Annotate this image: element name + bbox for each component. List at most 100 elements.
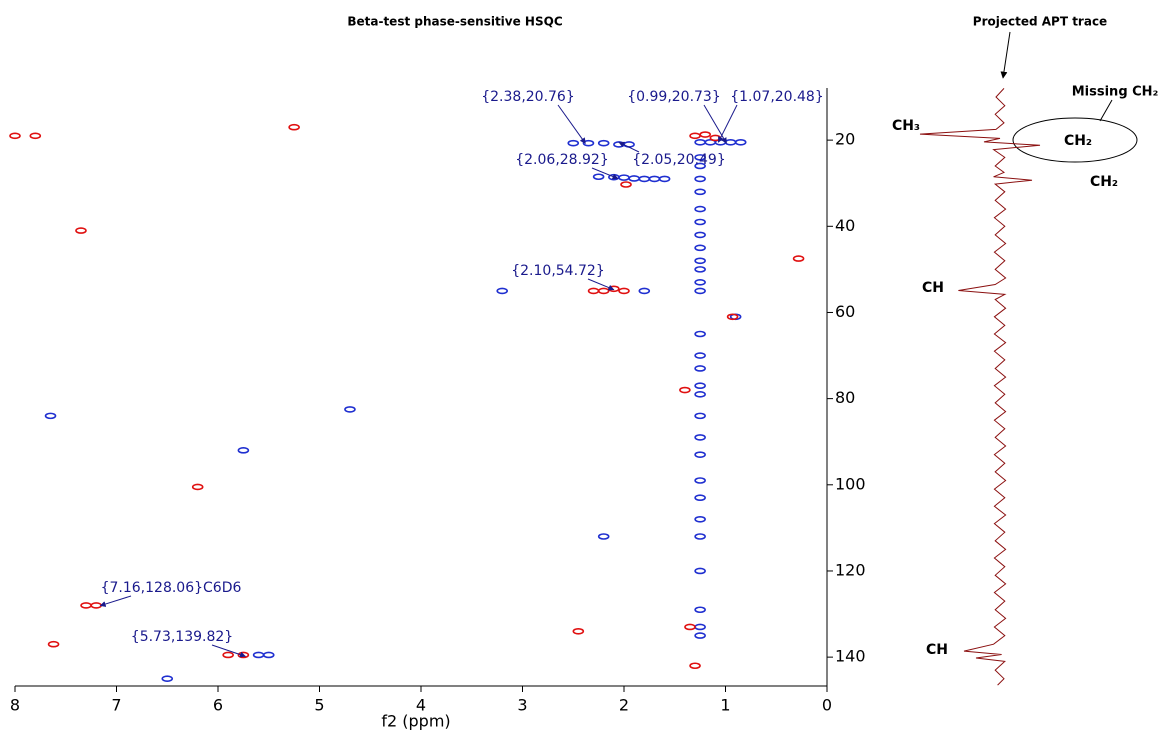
chart-title: Beta-test phase-sensitive HSQC bbox=[347, 15, 562, 29]
contour-peak bbox=[592, 173, 605, 181]
annotation-label: {2.38,20.76} bbox=[481, 89, 575, 105]
contour-peak bbox=[620, 181, 632, 188]
contour-peak bbox=[597, 287, 610, 295]
contour-peak bbox=[694, 175, 706, 183]
contour-peak bbox=[694, 287, 706, 295]
contour-peak bbox=[694, 567, 706, 575]
contour-peak bbox=[237, 447, 250, 454]
contour-peak bbox=[694, 162, 706, 170]
contour-peak bbox=[694, 434, 706, 441]
annotation-arrow bbox=[717, 104, 738, 143]
contour-peak bbox=[694, 391, 706, 398]
contour-peak bbox=[689, 132, 701, 140]
contour-peak bbox=[709, 134, 722, 142]
contour-peak bbox=[694, 154, 706, 161]
y-tick-label: 40 bbox=[835, 216, 855, 235]
contour-peak bbox=[792, 255, 805, 262]
annotation-label: {1.07,20.48} bbox=[730, 89, 824, 105]
x-tick-label: 6 bbox=[213, 696, 223, 715]
contour-peak bbox=[699, 131, 712, 138]
contour-peak bbox=[44, 412, 57, 420]
contour-peak bbox=[694, 188, 706, 196]
peak-label: CH bbox=[926, 642, 948, 658]
contour-peak bbox=[262, 651, 275, 659]
contour-peak bbox=[694, 352, 706, 359]
contour-peak bbox=[9, 132, 21, 140]
contour-peak bbox=[694, 244, 706, 252]
contour-peak bbox=[597, 533, 610, 540]
y-tick-label: 100 bbox=[835, 474, 866, 493]
contour-peak bbox=[694, 205, 706, 213]
x-tick-label: 0 bbox=[822, 696, 832, 715]
peak-label: CH₃ bbox=[892, 118, 920, 134]
annotation-label: {5.73,139.82} bbox=[131, 629, 233, 645]
contour-peak bbox=[638, 287, 651, 295]
x-tick-label: 2 bbox=[619, 696, 629, 715]
apt-trace bbox=[919, 88, 1041, 686]
y-tick-label: 140 bbox=[835, 647, 866, 666]
x-tick-label: 8 bbox=[10, 696, 20, 715]
contour-peak bbox=[694, 257, 706, 265]
missing-label: Missing CH₂ bbox=[1072, 85, 1159, 100]
annotation-label: {2.10,54.72} bbox=[511, 263, 605, 279]
contour-peak bbox=[623, 141, 635, 148]
y-tick-label: 60 bbox=[835, 302, 855, 321]
annotation-arrow bbox=[591, 167, 619, 180]
contour-peak bbox=[75, 227, 87, 234]
contour-peak bbox=[679, 386, 691, 394]
contour-peak bbox=[694, 365, 706, 372]
contour-peak bbox=[288, 123, 300, 131]
contour-peak bbox=[567, 139, 580, 147]
contour-peak bbox=[587, 287, 600, 295]
x-tick-label: 7 bbox=[111, 696, 121, 715]
annotation-label: {2.06,28.92} bbox=[515, 152, 609, 168]
annotation-arrow bbox=[211, 644, 246, 658]
contour-peak bbox=[222, 651, 234, 659]
contour-peak bbox=[694, 279, 706, 286]
contour-peak bbox=[694, 330, 706, 338]
annotation-label: {7.16,128.06}C6D6 bbox=[101, 580, 242, 596]
contour-peak bbox=[694, 606, 706, 614]
contour-peak bbox=[694, 231, 706, 239]
contour-peak bbox=[726, 313, 739, 321]
x-tick-label: 4 bbox=[416, 696, 426, 715]
y-tick-label: 80 bbox=[835, 388, 855, 407]
annotation-arrow bbox=[587, 278, 615, 291]
missing-pointer bbox=[1099, 99, 1113, 122]
contour-peak bbox=[618, 287, 630, 295]
x-tick-label: 5 bbox=[314, 696, 324, 715]
y-tick-label: 120 bbox=[835, 560, 866, 579]
contour-peak bbox=[628, 175, 640, 182]
contour-peak bbox=[29, 132, 42, 140]
x-axis-label: f2 (ppm) bbox=[381, 712, 450, 731]
contour-peak bbox=[694, 412, 706, 420]
peak-label: CH₂ bbox=[1064, 133, 1092, 149]
contour-peak bbox=[694, 477, 706, 484]
contour-peak bbox=[684, 623, 696, 631]
annotation-arrow bbox=[557, 104, 586, 144]
contour-peak bbox=[694, 218, 706, 226]
contour-peak bbox=[90, 602, 102, 609]
contour-peak bbox=[161, 675, 174, 682]
contour-peak bbox=[47, 640, 60, 648]
contour-peak bbox=[252, 651, 265, 659]
contour-peak bbox=[80, 602, 92, 609]
trace-title: Projected APT trace bbox=[973, 15, 1107, 29]
contour-peak bbox=[694, 494, 706, 502]
annotation-label: {0.99,20.73} bbox=[627, 89, 721, 105]
annotation-arrow bbox=[618, 141, 640, 153]
contour-peak bbox=[694, 266, 706, 273]
peak-label: CH bbox=[922, 280, 944, 296]
x-tick-label: 1 bbox=[720, 696, 730, 715]
contour-peak bbox=[694, 451, 706, 458]
contour-peak bbox=[618, 174, 630, 181]
contour-peak bbox=[694, 138, 706, 146]
contour-peak bbox=[658, 175, 671, 183]
contour-peak bbox=[572, 627, 585, 635]
annotation-label: {2.05,20.49} bbox=[632, 152, 726, 168]
contour-peak bbox=[694, 515, 706, 523]
contour-peak bbox=[689, 662, 701, 670]
y-tick-label: 20 bbox=[835, 130, 855, 149]
contour-peak bbox=[638, 175, 651, 183]
